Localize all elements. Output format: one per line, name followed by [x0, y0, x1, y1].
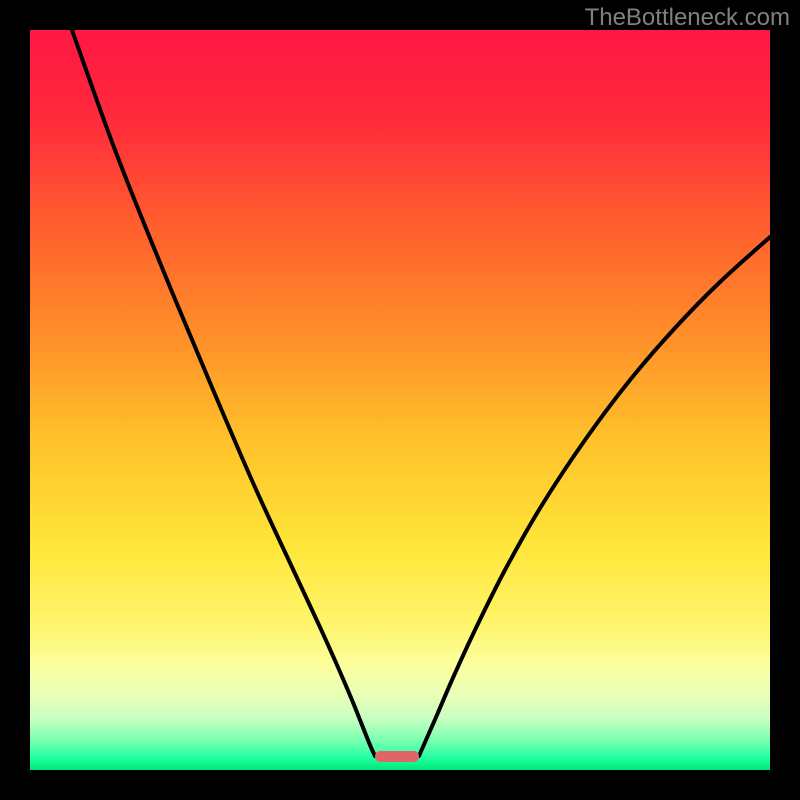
watermark-text: TheBottleneck.com — [585, 4, 790, 32]
bottleneck-marker — [375, 751, 419, 762]
bottleneck-chart — [0, 0, 800, 800]
chart-container: TheBottleneck.com — [0, 0, 800, 800]
plot-gradient-area — [30, 30, 770, 770]
